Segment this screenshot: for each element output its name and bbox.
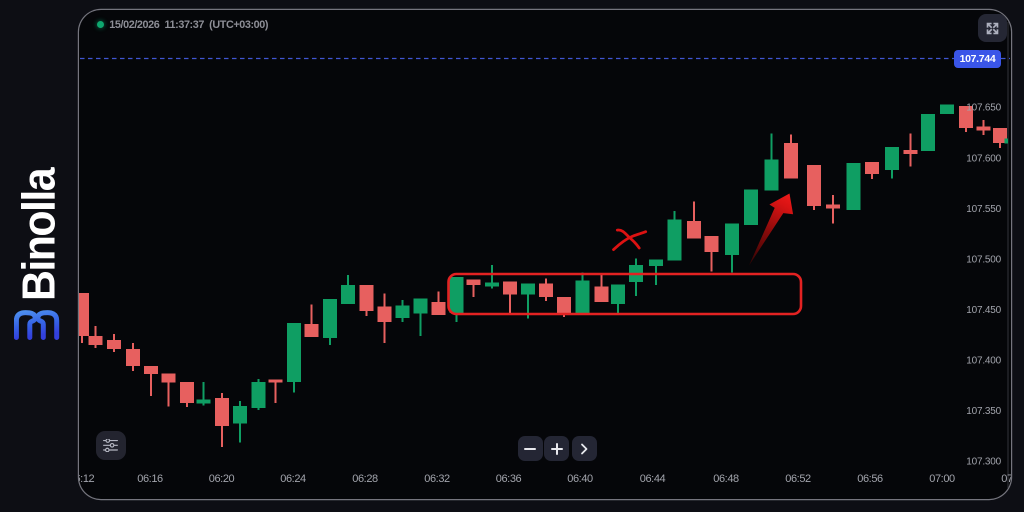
svg-text:107.300: 107.300 [966, 457, 1001, 468]
svg-text:06:40: 06:40 [567, 473, 593, 485]
svg-text:06:12: 06:12 [79, 473, 95, 485]
svg-text:107.600: 107.600 [966, 154, 1001, 165]
svg-text:06:36: 06:36 [496, 473, 522, 485]
svg-text:107.650: 107.650 [966, 103, 1001, 114]
svg-text:06:48: 06:48 [713, 473, 739, 485]
svg-text:06:24: 06:24 [280, 473, 306, 485]
svg-text:06:52: 06:52 [785, 473, 811, 485]
svg-text:06:20: 06:20 [209, 473, 235, 485]
svg-text:06:32: 06:32 [424, 473, 450, 485]
svg-text:07:04: 07:04 [1001, 473, 1011, 485]
svg-text:107.350: 107.350 [966, 406, 1001, 417]
svg-text:107.400: 107.400 [966, 356, 1001, 367]
svg-text:06:56: 06:56 [857, 473, 883, 485]
svg-text:107.550: 107.550 [966, 204, 1001, 215]
svg-text:06:16: 06:16 [137, 473, 163, 485]
svg-text:107.450: 107.450 [966, 305, 1001, 316]
svg-text:07:00: 07:00 [929, 473, 955, 485]
svg-text:06:44: 06:44 [640, 473, 666, 485]
svg-text:06:28: 06:28 [352, 473, 378, 485]
svg-text:107.500: 107.500 [966, 255, 1001, 266]
